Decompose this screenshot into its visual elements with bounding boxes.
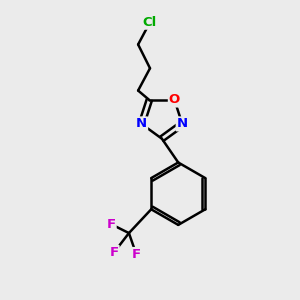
Text: F: F bbox=[106, 218, 116, 231]
Text: N: N bbox=[177, 117, 188, 130]
Text: F: F bbox=[132, 248, 141, 261]
Text: F: F bbox=[110, 246, 118, 259]
Text: O: O bbox=[169, 94, 180, 106]
Text: Cl: Cl bbox=[143, 16, 157, 29]
Text: N: N bbox=[136, 117, 147, 130]
